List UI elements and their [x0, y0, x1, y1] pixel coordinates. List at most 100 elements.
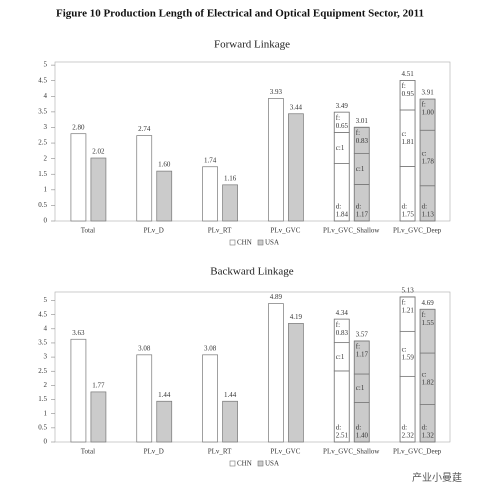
y-tick-label: 2 — [44, 381, 48, 389]
legend-label: CHN — [237, 239, 252, 247]
data-label: 3.91 — [421, 89, 434, 97]
segment-name: c: — [336, 352, 341, 360]
y-tick-label: 3 — [44, 353, 48, 361]
bar-segment — [399, 80, 416, 111]
segment-value: 1.17 — [356, 351, 369, 359]
bar-segment — [353, 340, 370, 375]
segment-value: 1.78 — [422, 158, 435, 166]
y-tick-label: 2.5 — [38, 139, 47, 147]
x-tick-label: PLv_GVC_Deep — [393, 227, 442, 235]
bar-segment — [353, 127, 370, 154]
data-label: 3.49 — [336, 102, 349, 110]
data-label: 5.13 — [401, 286, 414, 294]
segment-value: 1 — [341, 352, 345, 360]
y-tick-label: 3.5 — [38, 107, 47, 115]
data-label: 3.63 — [72, 329, 85, 337]
y-tick-label: 4.5 — [38, 310, 47, 318]
chart-title: Forward Linkage — [214, 39, 290, 51]
bar — [90, 391, 107, 443]
segment-name: d: — [356, 424, 362, 432]
segment-value: 1.84 — [336, 211, 349, 219]
bar — [222, 400, 238, 443]
segment-value: 1.55 — [422, 319, 435, 327]
x-tick-label: PLv_GVC_Shallow — [323, 448, 380, 456]
segment-value: 1.13 — [422, 211, 435, 219]
segment-value: 1.81 — [402, 138, 415, 146]
data-label: 4.69 — [421, 299, 434, 307]
segment-value: 0.95 — [402, 90, 415, 98]
segment-value: 1.00 — [422, 109, 435, 117]
bar — [268, 303, 284, 443]
legend-swatch — [257, 239, 264, 246]
bar — [268, 98, 284, 222]
legend-label: USA — [265, 239, 279, 247]
data-label: 4.34 — [336, 309, 349, 317]
bar — [202, 166, 218, 222]
x-tick-label: PLv_D — [144, 227, 164, 235]
bar — [70, 338, 87, 443]
segment-value: 1.17 — [356, 211, 369, 219]
bar — [399, 80, 416, 222]
segment-name: d: — [402, 424, 408, 432]
y-tick-label: 4 — [44, 324, 48, 332]
segment-name: f: — [356, 343, 360, 351]
y-tick-label: 2 — [44, 154, 48, 162]
y-tick-label: 4.5 — [38, 76, 47, 84]
plot-frame — [54, 291, 451, 443]
segment-value: 1 — [361, 165, 365, 173]
segment-value: 1 — [341, 144, 345, 152]
data-label: 3.08 — [138, 344, 151, 352]
data-label: 2.74 — [138, 125, 151, 133]
segment-name: f: — [402, 299, 406, 307]
y-tick-label: 5 — [44, 61, 48, 69]
segment-name: d: — [336, 424, 342, 432]
segment-label: c:1 — [356, 384, 365, 392]
data-label: 1.60 — [158, 161, 171, 169]
segment-name: f: — [402, 82, 406, 90]
y-tick-label: 0.5 — [38, 423, 47, 431]
legend-label: CHN — [237, 460, 252, 468]
data-label: 1.44 — [158, 391, 171, 399]
data-label: 1.16 — [224, 174, 237, 182]
data-label: 4.51 — [401, 70, 414, 78]
x-tick-label: PLv_GVC_Shallow — [323, 227, 380, 235]
segment-label: c:1 — [336, 144, 345, 152]
data-label: 1.44 — [224, 391, 237, 399]
bar — [399, 296, 416, 443]
y-tick-label: 1 — [44, 409, 48, 417]
plot-frame — [54, 61, 451, 222]
data-label: 4.89 — [270, 293, 283, 301]
segment-value: 2.32 — [402, 432, 415, 440]
segment-name: c: — [402, 345, 407, 353]
bar-segment — [399, 296, 416, 332]
y-tick-label: 4 — [44, 92, 48, 100]
bar — [136, 354, 153, 443]
y-tick-label: 1 — [44, 185, 48, 193]
legend-swatch — [229, 239, 236, 246]
data-label: 2.80 — [72, 123, 85, 131]
segment-value: 1.59 — [402, 353, 415, 361]
bar-segment — [419, 98, 436, 131]
segment-name: f: — [422, 101, 426, 109]
data-label: 1.74 — [204, 156, 217, 164]
segment-name: f: — [336, 321, 340, 329]
y-tick-label: 1.5 — [38, 395, 47, 403]
y-tick-label: 3.5 — [38, 339, 47, 347]
chart-title: Backward Linkage — [210, 266, 293, 278]
y-tick-label: 2.5 — [38, 367, 47, 375]
bar — [156, 400, 173, 443]
segment-label: c:1 — [336, 352, 345, 360]
data-label: 3.01 — [356, 117, 369, 125]
segment-name: d: — [402, 203, 408, 211]
segment-value: 0.65 — [336, 122, 349, 130]
segment-name: d: — [422, 203, 428, 211]
segment-name: c: — [422, 150, 427, 158]
legend-swatch — [229, 460, 236, 467]
data-label: 3.44 — [290, 103, 303, 111]
x-tick-label: PLv_GVC — [270, 227, 300, 235]
bar — [222, 184, 238, 222]
bar-segment — [333, 318, 350, 344]
y-tick-label: 0 — [44, 217, 48, 225]
data-label: 3.57 — [356, 331, 369, 339]
